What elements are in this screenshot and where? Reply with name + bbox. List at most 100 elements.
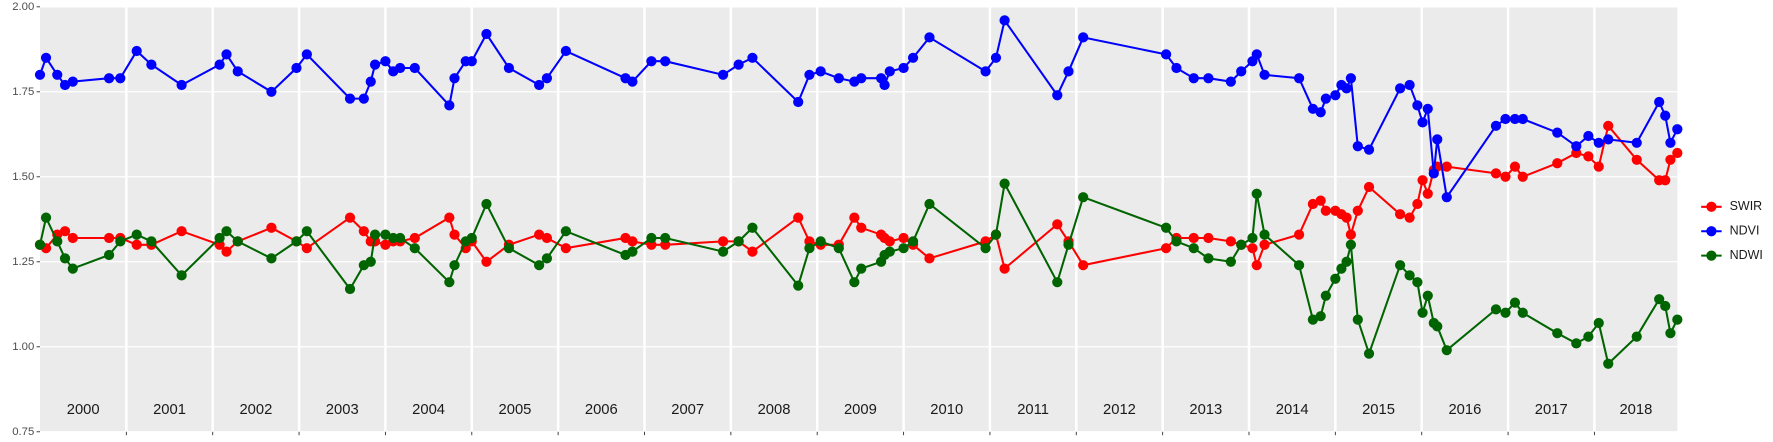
- data-point: [1631, 331, 1642, 342]
- data-point: [1345, 239, 1357, 250]
- data-point: [221, 226, 232, 237]
- data-point: [1341, 256, 1352, 267]
- data-point: [1341, 212, 1352, 223]
- data-point: [1509, 297, 1521, 308]
- data-point: [980, 66, 991, 77]
- data-point: [1422, 290, 1433, 301]
- data-point: [1509, 113, 1521, 125]
- data-point: [747, 52, 758, 63]
- data-point: [449, 73, 460, 84]
- data-point: [884, 236, 895, 247]
- year-label: 2012: [1103, 402, 1136, 418]
- data-point: [856, 73, 867, 84]
- year-label: 2003: [326, 402, 359, 418]
- data-point: [534, 229, 545, 240]
- data-point: [221, 49, 232, 60]
- year-label: 2015: [1362, 402, 1395, 418]
- data-point: [1259, 239, 1270, 250]
- data-point: [849, 277, 860, 288]
- data-point: [1330, 90, 1341, 101]
- y-tick-label: 1.00: [12, 341, 34, 353]
- data-point: [990, 229, 1002, 240]
- data-point: [131, 239, 142, 250]
- data-point: [444, 277, 455, 288]
- data-point: [358, 226, 369, 237]
- data-point: [1665, 137, 1676, 148]
- year-label: 2018: [1619, 402, 1652, 418]
- data-point: [1583, 151, 1594, 162]
- data-point: [990, 52, 1002, 63]
- data-point: [560, 243, 572, 254]
- data-point: [52, 236, 63, 247]
- data-point: [444, 212, 455, 223]
- data-point: [1203, 232, 1214, 244]
- data-point: [503, 62, 515, 74]
- data-point: [1432, 321, 1443, 332]
- data-point: [1428, 168, 1439, 179]
- data-point: [815, 66, 826, 77]
- data-point: [1307, 198, 1319, 210]
- data-point: [1078, 260, 1089, 271]
- data-point: [466, 56, 477, 67]
- data-point: [176, 79, 187, 91]
- data-point: [833, 243, 844, 254]
- data-point: [344, 212, 356, 223]
- data-point: [627, 246, 638, 257]
- data-point: [146, 59, 157, 70]
- data-point: [1251, 188, 1262, 199]
- data-point: [1417, 117, 1428, 128]
- data-point: [409, 62, 420, 74]
- data-point: [1063, 66, 1074, 77]
- data-point: [1583, 130, 1594, 142]
- data-point: [1593, 161, 1604, 172]
- data-point: [999, 15, 1010, 26]
- data-point: [884, 246, 895, 257]
- data-point: [879, 79, 890, 91]
- data-point: [1404, 79, 1415, 91]
- data-point: [409, 232, 420, 244]
- data-point: [980, 243, 991, 254]
- data-point: [1500, 171, 1511, 182]
- data-point: [266, 222, 277, 233]
- data-point: [52, 69, 63, 80]
- data-point: [40, 52, 52, 63]
- data-point: [291, 236, 302, 247]
- data-point: [1517, 171, 1528, 182]
- data-point: [1052, 90, 1063, 101]
- data-point: [717, 69, 729, 80]
- data-point: [793, 96, 804, 108]
- data-point: [833, 73, 844, 84]
- data-point: [898, 243, 909, 254]
- data-point: [365, 256, 376, 267]
- year-label: 2007: [671, 402, 704, 418]
- data-point: [380, 56, 391, 67]
- data-point: [1404, 270, 1415, 281]
- data-point: [733, 236, 744, 247]
- data-point: [67, 76, 78, 87]
- data-point: [747, 222, 758, 233]
- year-label: 2009: [844, 402, 877, 418]
- data-point: [627, 76, 638, 87]
- data-point: [1078, 192, 1089, 203]
- data-point: [1552, 328, 1563, 339]
- data-point: [1315, 195, 1326, 206]
- data-point: [1441, 345, 1452, 356]
- year-label: 2006: [585, 402, 618, 418]
- data-point: [1571, 338, 1582, 349]
- data-point: [1593, 317, 1604, 329]
- data-point: [146, 236, 157, 247]
- data-point: [534, 79, 545, 91]
- year-label: 2017: [1535, 402, 1568, 418]
- data-point: [232, 66, 243, 77]
- data-point: [733, 59, 744, 70]
- data-point: [1078, 32, 1089, 43]
- data-point: [1363, 181, 1375, 193]
- data-point: [1654, 294, 1665, 305]
- data-point: [1259, 69, 1270, 80]
- year-label: 2001: [153, 402, 186, 418]
- data-point: [1171, 236, 1182, 247]
- data-point: [1315, 311, 1326, 322]
- year-label: 2013: [1189, 402, 1222, 418]
- data-point: [1417, 175, 1428, 186]
- data-point: [660, 56, 671, 67]
